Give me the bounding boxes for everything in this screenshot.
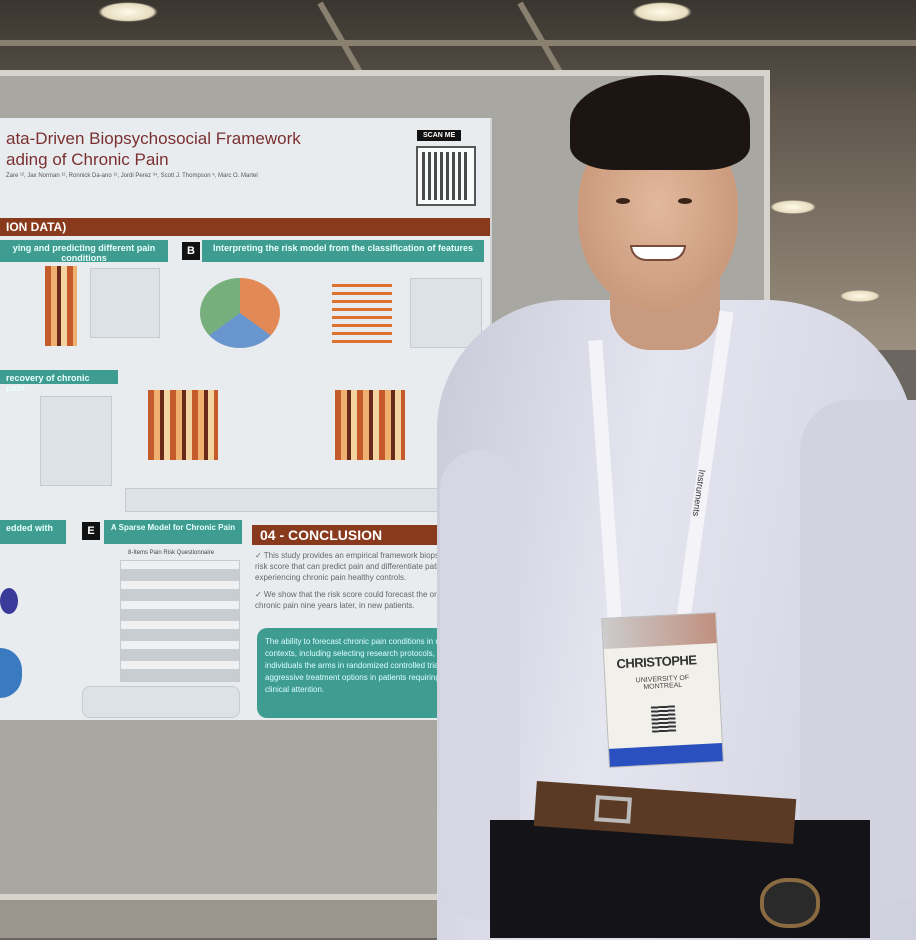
poster-authors: Zare ¹², Jax Norman ¹², Ronnick Da-ano ¹… (6, 173, 258, 179)
ceiling-light (98, 2, 158, 22)
questionnaire-table (120, 560, 240, 682)
heatmap (45, 266, 77, 346)
venn-diagram (200, 278, 280, 348)
panel-e-letter: E (82, 522, 100, 540)
poster-title: ata-Driven Biopsychosocial Framework adin… (6, 129, 301, 169)
person-smile (630, 245, 686, 261)
panel-d-header: edded with (0, 520, 66, 544)
questionnaire-title: 8-Items Pain Risk Questionnaire (128, 550, 215, 556)
panel-e-header: A Sparse Model for Chronic Pain (104, 520, 242, 544)
background-hall (760, 90, 916, 350)
research-poster: ata-Driven Biopsychosocial Framework adin… (0, 118, 492, 720)
badge-affiliation: UNIVERSITY OF MONTREAL (635, 674, 690, 691)
section-band: ION DATA) (0, 218, 490, 236)
scatter-blob (0, 588, 18, 614)
recovery-header: recovery of chronic pain. (0, 370, 118, 393)
text-panel (90, 268, 160, 338)
conclusion-header: 04 - CONCLUSION (252, 525, 466, 545)
text-panel (82, 686, 240, 718)
badge-name: CHRISTOPHE (616, 652, 697, 672)
conclusion-text: ✓ This study provides an empirical frame… (255, 551, 479, 610)
heatmap (148, 390, 218, 460)
panel-b-header: Interpreting the risk model from the cla… (202, 240, 484, 262)
wristwatch (760, 878, 820, 928)
panel-b-letter: B (182, 242, 200, 260)
qr-code (416, 146, 476, 206)
heatmap (335, 390, 405, 460)
badge-qr-code (650, 705, 677, 733)
ceiling-light (632, 2, 692, 22)
person-right-arm (800, 400, 916, 900)
scan-me-label: SCAN ME (417, 130, 462, 141)
text-panel (40, 396, 112, 486)
text-panel (410, 278, 482, 348)
pie-chart (0, 648, 22, 698)
name-badge: CHRISTOPHE UNIVERSITY OF MONTREAL (601, 612, 724, 768)
person-hair (570, 75, 750, 170)
panel-a-header: ying and predicting different pain condi… (0, 240, 168, 263)
text-panel (125, 488, 485, 512)
bar-chart (332, 283, 392, 343)
